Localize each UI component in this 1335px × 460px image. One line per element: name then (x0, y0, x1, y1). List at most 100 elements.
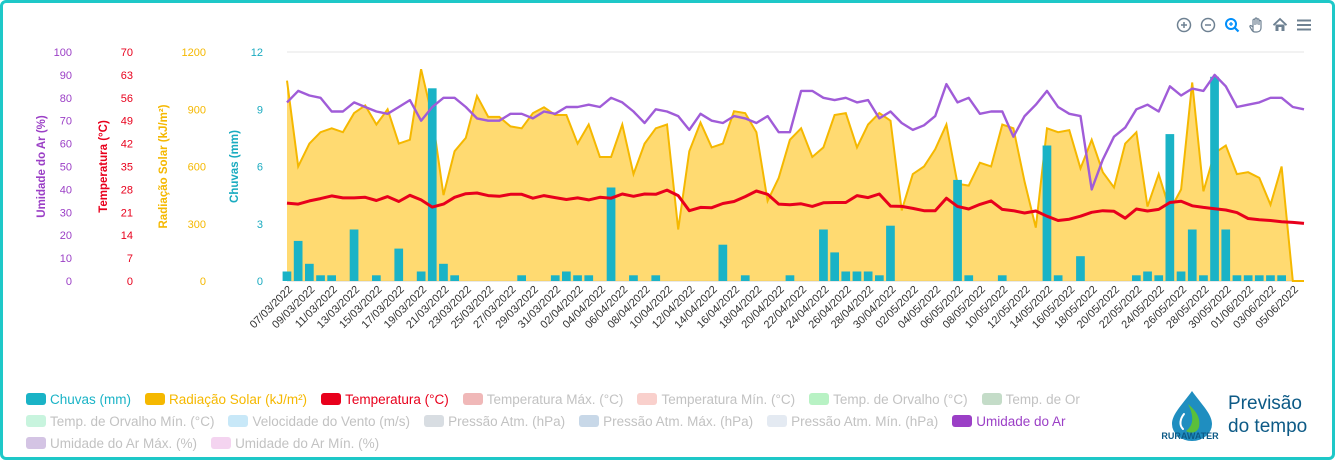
temperature-tick-label: 63 (121, 70, 133, 82)
rain-bar (1154, 275, 1164, 281)
rain-bar (573, 275, 582, 281)
solar-tick-label: 300 (188, 219, 206, 231)
legend-swatch (26, 437, 46, 449)
temperature-tick-label: 56 (121, 93, 133, 105)
rain-bar (439, 263, 448, 281)
temperature-tick-label: 28 (121, 184, 133, 196)
temperature-tick-label: 49 (121, 116, 133, 128)
legend-swatch (321, 393, 342, 405)
rain-bar (819, 229, 828, 281)
temperature-tick-label: 14 (121, 230, 133, 242)
legend-swatch (579, 415, 600, 427)
solar-tick-label: 1200 (182, 47, 206, 59)
humidity-tick-label: 30 (60, 207, 72, 219)
humidity-tick-label: 0 (66, 276, 72, 288)
zoom-out-icon[interactable] (1199, 16, 1217, 34)
legend-item[interactable]: Radiação Solar (kJ/m²) (145, 392, 307, 407)
rain-bar (964, 275, 974, 281)
legend-item[interactable]: Umidade do Ar (952, 413, 1066, 429)
legend-swatch (952, 415, 973, 427)
rain-bar (372, 275, 381, 281)
solar-radiation-line (286, 68, 1304, 282)
legend-row: Umidade do Ar Máx. (%) Umidade do Ar Mín.… (26, 432, 1146, 454)
legend-swatch (26, 415, 46, 427)
reset-home-icon[interactable] (1271, 16, 1289, 34)
rain-bar (427, 88, 437, 281)
rain-bar (886, 225, 895, 281)
humidity-axis-label: Umidade do Ar (%) (36, 115, 48, 218)
chart-toolbar (1175, 16, 1313, 34)
rain-bar (517, 275, 526, 281)
legend-label: Umidade do Ar Máx. (%) (50, 435, 198, 451)
legend-swatch (26, 393, 46, 405)
rain-bar (606, 187, 616, 281)
legend-label: Temp. de Orvalho Mín. (°C) (50, 413, 215, 429)
legend-swatch (981, 393, 1002, 405)
legend-item[interactable]: Umidade do Ar Máx. (%) (26, 436, 197, 451)
legend-swatch (228, 415, 249, 427)
rain-bar (562, 271, 571, 281)
brand-line-1: Previsão (1228, 393, 1302, 414)
legend-label: Chuvas (mm) (50, 391, 132, 407)
rain-bar (1266, 275, 1275, 281)
legend-label: Temperatura Mín. (°C) (661, 391, 796, 407)
legend-item[interactable]: Temp. de Orvalho (°C) (809, 391, 968, 407)
zoom-in-icon[interactable] (1175, 16, 1193, 34)
legend-label: Temperatura (°C) (345, 391, 449, 407)
rain-bar (1187, 229, 1197, 281)
solar-tick-label: 600 (188, 162, 206, 174)
legend-item[interactable]: Pressão Atm. Máx. (hPa) (579, 414, 753, 429)
legend-item[interactable]: Pressão Atm. Mín. (hPa) (767, 414, 938, 429)
legend-item[interactable]: Temp. de Orvalho Mín. (°C) (26, 414, 214, 429)
rain-bar (1210, 76, 1219, 281)
rain-bar (1254, 275, 1264, 281)
legend-item[interactable]: Umidade do Ar Mín. (%) (211, 436, 379, 451)
rain-bar (1132, 275, 1141, 281)
legend-swatch (767, 415, 788, 427)
rain-bar (550, 275, 560, 281)
rain-bar (651, 275, 661, 281)
humidity-tick-label: 10 (60, 253, 72, 265)
selection-zoom-icon[interactable] (1223, 16, 1241, 34)
humidity-tick-label: 40 (60, 184, 72, 196)
rain-bar (1042, 145, 1052, 281)
rain-bar (953, 179, 962, 281)
legend-label: Velocidade do Vento (m/s) (252, 413, 411, 429)
legend-swatch (424, 415, 445, 427)
brand-line-2: do tempo (1228, 416, 1308, 437)
humidity-tick-label: 80 (60, 93, 72, 105)
rain-bar (1277, 275, 1286, 281)
solar-axis-label: Radiação Solar (kJ/m²) (158, 104, 170, 228)
humidity-tick-label: 90 (60, 70, 72, 82)
rain-bar (1143, 271, 1152, 281)
legend-item[interactable]: Chuvas (mm) (26, 392, 131, 407)
legend-label: Temp. de Or (1005, 391, 1080, 407)
rurawater-logo (1172, 391, 1212, 441)
rain-tick-label: 3 (257, 219, 263, 231)
legend-item[interactable]: Pressão Atm. (hPa) (424, 414, 565, 429)
legend-label: Radiação Solar (kJ/m²) (169, 391, 308, 407)
legend-label: Temp. de Orvalho (°C) (833, 391, 968, 407)
legend-label: Umidade do Ar (976, 413, 1066, 429)
legend-label: Pressão Atm. Mín. (hPa) (791, 413, 939, 429)
rain-bar (450, 275, 459, 281)
rain-tick-label: 6 (257, 162, 263, 174)
rain-bar (316, 275, 325, 281)
temperature-tick-label: 35 (121, 162, 133, 174)
legend-item[interactable]: Velocidade do Vento (m/s) (228, 414, 410, 429)
chart-legend: Chuvas (mm) Radiação Solar (kJ/m²) Tempera… (26, 388, 1146, 454)
rain-bar (830, 252, 839, 281)
pan-hand-icon[interactable] (1247, 16, 1265, 34)
rain-bar (1076, 256, 1085, 281)
legend-label: Pressão Atm. Máx. (hPa) (603, 413, 754, 429)
legend-swatch (462, 393, 483, 405)
legend-item[interactable]: Temp. de Or (981, 391, 1080, 407)
legend-swatch (211, 437, 232, 449)
legend-label: Pressão Atm. (hPa) (448, 413, 566, 429)
menu-icon[interactable] (1295, 16, 1313, 34)
legend-item[interactable]: Temperatura Mín. (°C) (637, 392, 795, 407)
legend-row: Temp. de Orvalho Mín. (°C) Velocidade do … (26, 410, 1146, 432)
legend-item[interactable]: Temperatura (°C) (321, 392, 449, 407)
legend-item[interactable]: Temperatura Máx. (°C) (462, 392, 623, 407)
rain-bar (863, 271, 873, 281)
